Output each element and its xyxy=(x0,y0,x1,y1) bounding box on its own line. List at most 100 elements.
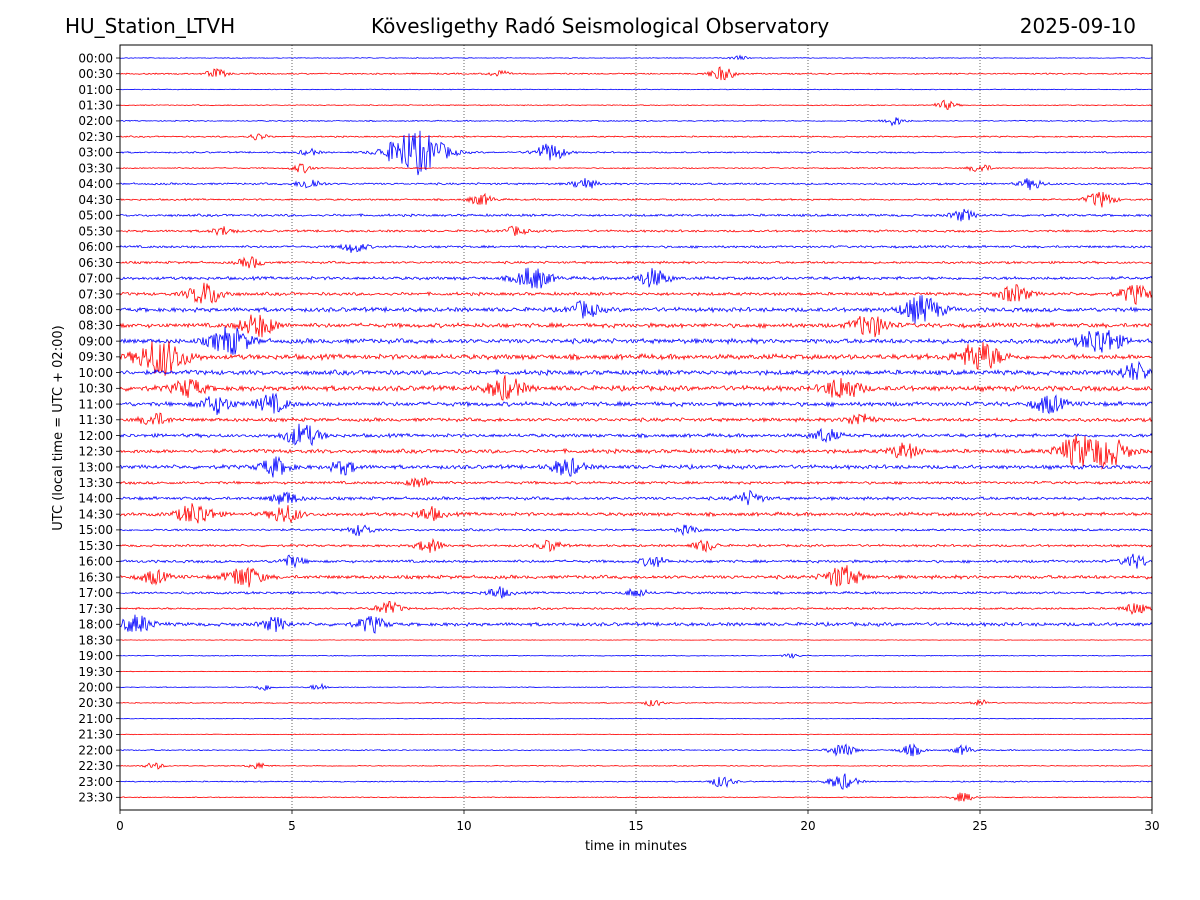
y-tick-label: 12:30 xyxy=(78,445,113,459)
trace-08:30 xyxy=(119,314,1153,338)
y-axis-label: UTC (local time = UTC + 02:00) xyxy=(51,325,66,530)
trace-10:00 xyxy=(119,360,1153,380)
y-tick-label: 06:30 xyxy=(78,256,113,270)
y-tick-label: 23:00 xyxy=(78,775,113,789)
trace-22:30 xyxy=(119,762,1153,770)
trace-12:30 xyxy=(119,435,1153,470)
trace-20:30 xyxy=(119,699,1153,707)
y-tick-label: 04:30 xyxy=(78,193,113,207)
y-tick-label: 10:00 xyxy=(78,366,113,380)
trace-18:30 xyxy=(119,639,1153,641)
y-tick-label: 21:30 xyxy=(78,728,113,742)
y-tick-label: 14:30 xyxy=(78,507,113,521)
trace-23:00 xyxy=(119,773,1153,790)
trace-02:00 xyxy=(119,117,1153,127)
y-tick-label: 07:30 xyxy=(78,287,113,301)
y-tick-label: 13:00 xyxy=(78,460,113,474)
trace-20:00 xyxy=(119,682,1153,692)
y-tick-label: 11:30 xyxy=(78,413,113,427)
y-tick-label: 04:00 xyxy=(78,177,113,191)
y-tick-label: 16:00 xyxy=(78,555,113,569)
trace-13:30 xyxy=(119,476,1153,488)
x-tick-label: 20 xyxy=(800,819,815,833)
y-tick-label: 08:00 xyxy=(78,303,113,317)
station-name: HU_Station_LTVH xyxy=(65,14,236,38)
trace-15:00 xyxy=(119,524,1153,537)
trace-09:00 xyxy=(119,326,1153,355)
trace-14:30 xyxy=(119,503,1153,524)
trace-01:30 xyxy=(119,99,1153,110)
y-tick-label: 08:30 xyxy=(78,319,113,333)
observatory-title: Kövesligethy Radó Seismological Observat… xyxy=(371,14,830,38)
trace-17:30 xyxy=(119,600,1153,616)
x-tick-label: 25 xyxy=(972,819,987,833)
y-tick-label: 00:30 xyxy=(78,67,113,81)
trace-07:00 xyxy=(119,267,1153,289)
y-tick-label: 20:00 xyxy=(78,681,113,695)
trace-08:00 xyxy=(119,295,1153,324)
trace-21:00 xyxy=(119,717,1153,720)
y-tick-label: 17:30 xyxy=(78,602,113,616)
trace-02:30 xyxy=(119,133,1153,141)
trace-11:30 xyxy=(119,412,1153,426)
y-tick-label: 01:00 xyxy=(78,83,113,97)
y-tick-label: 03:00 xyxy=(78,146,113,160)
y-tick-label: 11:00 xyxy=(78,397,113,411)
trace-10:30 xyxy=(119,375,1153,401)
trace-05:30 xyxy=(119,225,1153,237)
y-tick-label: 20:30 xyxy=(78,696,113,710)
trace-16:00 xyxy=(119,553,1153,569)
x-tick-label: 0 xyxy=(116,819,124,833)
y-tick-label: 14:00 xyxy=(78,492,113,506)
trace-03:00 xyxy=(119,130,1153,176)
trace-00:00 xyxy=(119,54,1153,61)
trace-22:00 xyxy=(119,743,1153,757)
y-tick-label: 05:00 xyxy=(78,209,113,223)
trace-09:30 xyxy=(119,341,1153,376)
trace-11:00 xyxy=(119,392,1153,416)
y-tick-label: 19:00 xyxy=(78,649,113,663)
trace-19:30 xyxy=(119,670,1153,673)
y-tick-label: 02:30 xyxy=(78,130,113,144)
trace-23:30 xyxy=(119,792,1153,802)
y-tick-label: 03:30 xyxy=(78,161,113,175)
trace-21:30 xyxy=(119,733,1153,736)
x-tick-label: 30 xyxy=(1144,819,1159,833)
y-tick-label: 01:30 xyxy=(78,98,113,112)
y-tick-label: 23:30 xyxy=(78,791,113,805)
trace-07:30 xyxy=(119,282,1153,305)
trace-14:00 xyxy=(119,489,1153,506)
x-tick-label: 15 xyxy=(628,819,643,833)
y-tick-label: 12:00 xyxy=(78,429,113,443)
y-tick-label: 22:30 xyxy=(78,759,113,773)
trace-17:00 xyxy=(119,586,1153,599)
y-tick-label: 16:30 xyxy=(78,570,113,584)
trace-06:00 xyxy=(119,243,1153,253)
x-tick-label: 10 xyxy=(456,819,471,833)
trace-19:00 xyxy=(119,653,1153,659)
trace-12:00 xyxy=(119,423,1153,447)
trace-15:30 xyxy=(119,537,1153,553)
date-label: 2025-09-10 xyxy=(1019,14,1136,38)
trace-03:30 xyxy=(119,163,1153,174)
y-tick-label: 13:30 xyxy=(78,476,113,490)
trace-01:00 xyxy=(119,88,1153,91)
trace-04:00 xyxy=(119,178,1153,191)
trace-18:00 xyxy=(119,614,1153,634)
y-tick-label: 09:30 xyxy=(78,350,113,364)
y-tick-label: 06:00 xyxy=(78,240,113,254)
y-tick-label: 15:30 xyxy=(78,539,113,553)
x-axis-label: time in minutes xyxy=(585,839,687,854)
y-tick-label: 07:00 xyxy=(78,272,113,286)
y-tick-label: 09:00 xyxy=(78,334,113,348)
trace-00:30 xyxy=(119,66,1153,81)
y-tick-label: 19:30 xyxy=(78,665,113,679)
y-tick-label: 18:00 xyxy=(78,618,113,632)
trace-04:30 xyxy=(119,192,1153,208)
x-tick-label: 5 xyxy=(288,819,296,833)
y-tick-label: 05:30 xyxy=(78,224,113,238)
trace-05:00 xyxy=(119,208,1153,222)
y-tick-label: 17:00 xyxy=(78,586,113,600)
y-tick-label: 18:30 xyxy=(78,633,113,647)
